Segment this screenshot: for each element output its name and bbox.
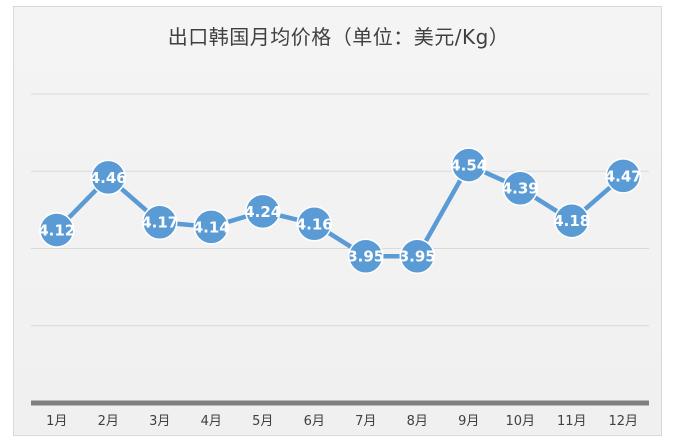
data-point <box>142 204 178 240</box>
data-point <box>296 206 332 242</box>
x-tick-label: 12月 <box>608 414 638 429</box>
x-tick-label: 1月 <box>46 414 67 429</box>
x-tick-label: 3月 <box>149 414 170 429</box>
line-chart: 4.12 4.46 4.17 4.14 4.24 4.16 3.95 3.95 4.54 4.39… <box>31 93 649 429</box>
x-tick-label: 11月 <box>557 414 587 429</box>
x-tick-label: 4月 <box>201 414 222 429</box>
chart-title: 出口韩国月均价格（单位：美元/Kg） <box>167 25 510 49</box>
x-tick-label: 7月 <box>355 414 376 429</box>
data-label: 4.47 <box>605 167 642 185</box>
x-tick-label: 9月 <box>458 414 479 429</box>
data-label: 4.39 <box>502 180 539 198</box>
x-tick-label: 2月 <box>98 414 119 429</box>
x-tick-label: 5月 <box>252 414 273 429</box>
data-label: 4.12 <box>38 221 75 239</box>
data-point <box>348 238 384 274</box>
data-label: 4.16 <box>296 215 333 233</box>
data-label: 4.46 <box>90 169 127 187</box>
data-points: 4.12 4.46 4.17 4.14 4.24 4.16 3.95 3.95 4.54 4.39… <box>38 147 642 274</box>
data-label: 4.54 <box>450 157 487 175</box>
x-tick-label: 6月 <box>304 414 325 429</box>
data-label: 3.95 <box>399 248 436 266</box>
grid-lines <box>31 93 649 327</box>
data-label: 4.14 <box>193 218 230 236</box>
x-tick-label: 10月 <box>505 414 535 429</box>
data-label: 4.17 <box>141 214 178 232</box>
data-point <box>39 212 75 248</box>
data-point <box>193 209 229 245</box>
data-point <box>605 158 641 194</box>
data-point <box>451 147 487 183</box>
data-point <box>245 193 281 230</box>
data-label: 4.24 <box>244 203 281 221</box>
data-point <box>502 170 538 206</box>
data-point <box>399 238 435 274</box>
x-tick-label: 8月 <box>407 414 428 429</box>
data-label: 4.18 <box>553 212 590 230</box>
data-point <box>90 159 126 196</box>
data-point <box>554 202 590 239</box>
x-tick-labels: 1月 2月 3月 4月 5月 6月 7月 8月 9月 10月 11月 12月 <box>46 414 638 429</box>
data-label: 3.95 <box>347 248 384 266</box>
chart-frame: 出口韩国月均价格（单位：美元/Kg） 4.12 4.46 4.17 4.14 4.24 4… <box>13 6 662 436</box>
